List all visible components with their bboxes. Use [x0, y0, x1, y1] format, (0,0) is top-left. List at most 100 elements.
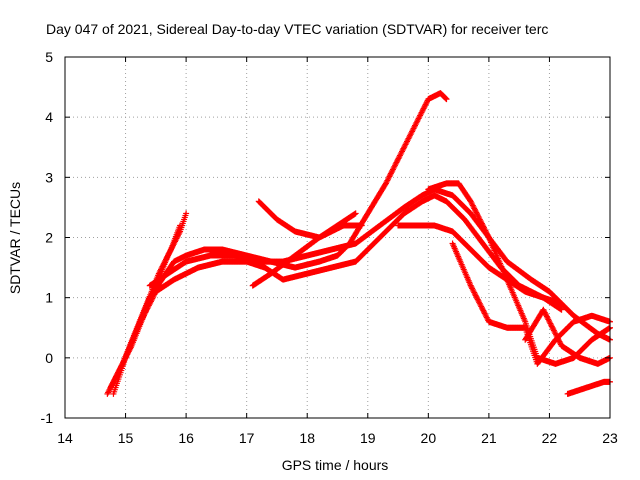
- data-point: [550, 326, 557, 333]
- data-point: [472, 292, 479, 299]
- x-tick-label: 20: [421, 430, 437, 446]
- data-point: [556, 338, 563, 345]
- data-point: [140, 312, 147, 319]
- data-point: [144, 305, 151, 312]
- data-point: [476, 216, 483, 223]
- data-point: [138, 317, 145, 324]
- series-track-7: [249, 210, 359, 289]
- x-tick-label: 22: [542, 430, 558, 446]
- y-tick-label: 4: [45, 109, 53, 125]
- y-tick-label: 2: [45, 230, 53, 246]
- data-point: [146, 301, 153, 308]
- series-track-9: [425, 180, 613, 367]
- data-point: [476, 300, 483, 307]
- x-tick-label: 16: [178, 430, 194, 446]
- data-point: [398, 149, 405, 156]
- data-point: [475, 297, 482, 304]
- data-point: [547, 320, 554, 327]
- data-point: [148, 296, 155, 303]
- data-point: [543, 312, 550, 319]
- y-tick-label: 0: [45, 350, 53, 366]
- data-point: [392, 162, 399, 169]
- data-point: [183, 210, 190, 217]
- data-point: [552, 330, 559, 337]
- data-point: [541, 308, 548, 315]
- data-point: [419, 108, 426, 115]
- x-tick-label: 19: [360, 430, 376, 446]
- data-point: [135, 323, 142, 330]
- data-point: [469, 202, 476, 209]
- data-point: [483, 230, 490, 237]
- data-point: [553, 333, 560, 340]
- data-point: [469, 285, 476, 292]
- data-point: [421, 102, 428, 109]
- data-point: [548, 323, 555, 330]
- data-point: [474, 295, 481, 302]
- data-point: [145, 302, 152, 309]
- data-point: [474, 296, 481, 303]
- data-point: [468, 284, 475, 291]
- data-series: [104, 90, 613, 397]
- data-point: [143, 306, 150, 313]
- data-point: [479, 306, 486, 313]
- data-point: [467, 198, 474, 205]
- data-point: [482, 311, 489, 318]
- data-point: [480, 309, 487, 316]
- data-point: [475, 213, 482, 220]
- data-point: [147, 299, 154, 306]
- data-point: [396, 153, 403, 160]
- series-track-12: [564, 378, 613, 397]
- data-point: [423, 98, 430, 105]
- data-point: [389, 166, 396, 173]
- data-point: [151, 291, 158, 298]
- data-point: [479, 222, 486, 229]
- data-point: [484, 231, 491, 238]
- data-point: [544, 315, 551, 322]
- data-point: [485, 233, 492, 240]
- data-point: [555, 337, 562, 344]
- y-tick-label: 5: [45, 49, 53, 65]
- x-tick-label: 17: [239, 430, 255, 446]
- data-point: [394, 158, 401, 165]
- x-tick-label: 23: [602, 430, 618, 446]
- data-point: [388, 169, 395, 176]
- data-point: [545, 316, 552, 323]
- data-point: [480, 223, 487, 230]
- y-tick-label: -1: [41, 410, 54, 426]
- data-point: [540, 306, 547, 313]
- data-point: [442, 95, 449, 102]
- y-axis-label: SDTVAR / TECUs: [7, 182, 23, 294]
- data-point: [471, 290, 478, 297]
- data-point: [550, 327, 557, 334]
- data-point: [396, 152, 403, 159]
- data-point: [141, 310, 148, 317]
- data-point: [136, 321, 143, 328]
- x-tick-label: 15: [118, 430, 134, 446]
- data-point: [138, 316, 145, 323]
- data-point: [143, 308, 150, 315]
- data-point: [387, 172, 394, 179]
- data-point: [421, 104, 428, 111]
- data-point: [470, 288, 477, 295]
- data-point: [476, 299, 483, 306]
- data-point: [399, 147, 406, 154]
- data-point: [442, 94, 449, 101]
- data-point: [478, 220, 485, 227]
- data-point: [397, 151, 404, 158]
- data-point: [145, 303, 152, 310]
- data-point: [557, 340, 564, 347]
- series-track-11: [522, 306, 613, 367]
- data-point: [483, 313, 490, 320]
- data-point: [395, 155, 402, 162]
- x-tick-label: 21: [481, 430, 497, 446]
- data-point: [481, 226, 488, 233]
- data-point: [471, 206, 478, 213]
- data-point: [399, 148, 406, 155]
- data-point: [469, 286, 476, 293]
- data-point: [474, 210, 481, 217]
- data-point: [150, 292, 157, 299]
- data-point: [419, 106, 426, 113]
- data-point: [150, 294, 157, 301]
